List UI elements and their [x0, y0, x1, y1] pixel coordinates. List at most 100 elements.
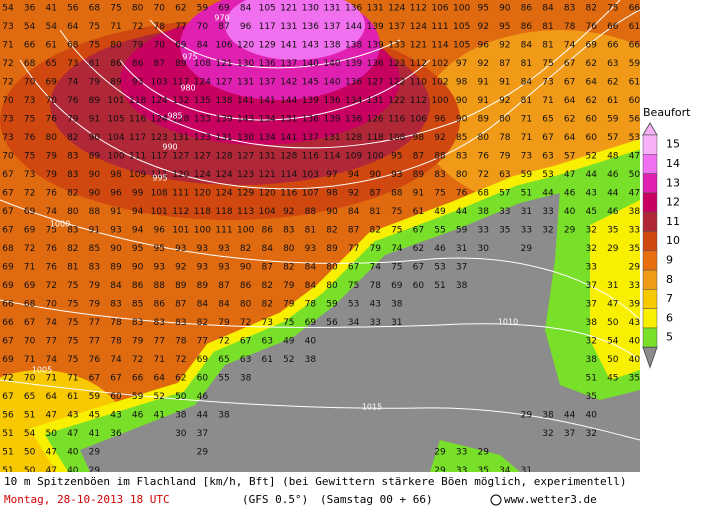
gust-value: 67	[2, 189, 13, 199]
gust-value: 123	[237, 170, 254, 180]
gust-value: 61	[261, 355, 272, 365]
gust-value: 47	[67, 429, 78, 439]
gust-value: 51	[2, 448, 13, 458]
gust-value: 122	[388, 96, 405, 106]
gust-value: 53	[629, 133, 640, 143]
gust-value: 101	[151, 207, 168, 217]
gust-value: 46	[564, 189, 576, 199]
gust-value: 130	[237, 133, 254, 143]
gust-value: 61	[629, 22, 640, 32]
gust-value: 92	[175, 263, 186, 273]
gust-value: 82	[261, 281, 272, 291]
legend-level: 13	[666, 176, 680, 189]
legend-swatch	[642, 308, 658, 329]
gust-value: 126	[367, 115, 384, 125]
gust-value: 67	[348, 263, 359, 273]
gust-value: 139	[323, 115, 340, 125]
gust-value: 80	[110, 41, 122, 51]
gust-value: 79	[45, 170, 57, 180]
gust-value: 144	[345, 22, 362, 32]
gust-value: 90	[456, 115, 468, 125]
gust-value: 145	[302, 78, 319, 88]
gust-value: 141	[259, 96, 276, 106]
gust-value: 108	[151, 189, 168, 199]
gust-value: 87	[153, 59, 164, 69]
gust-value: 93	[391, 170, 402, 180]
gust-value: 106	[431, 4, 448, 14]
gust-value: 76	[477, 152, 489, 162]
gust-value: 112	[410, 4, 427, 14]
gust-value: 75	[24, 152, 35, 162]
gust-value: 95	[153, 244, 164, 254]
gust-value: 73	[24, 170, 35, 180]
legend-swatch	[642, 134, 658, 155]
gust-value: 76	[45, 189, 57, 199]
gust-value: 29	[564, 226, 576, 236]
gust-value: 83	[67, 152, 78, 162]
gust-value: 91	[477, 78, 488, 88]
gust-value: 136	[302, 22, 319, 32]
gust-value: 40	[564, 207, 576, 217]
gust-value: 93	[153, 263, 164, 273]
gust-value: 46	[607, 170, 619, 180]
gust-value: 29	[89, 448, 101, 458]
gust-value: 84	[305, 281, 317, 291]
gust-value: 76	[45, 244, 57, 254]
gust-value: 70	[24, 337, 36, 347]
gust-value: 79	[283, 300, 295, 310]
gust-value: 29	[197, 448, 209, 458]
gust-value: 80	[456, 170, 468, 180]
gust-value: 82	[283, 263, 294, 273]
gust-value: 75	[283, 318, 294, 328]
gust-value: 76	[24, 133, 36, 143]
legend-level: 11	[666, 215, 680, 228]
gust-value: 71	[67, 374, 78, 384]
gust-value: 124	[410, 22, 427, 32]
gust-value: 68	[67, 41, 79, 51]
gust-value: 71	[2, 41, 13, 51]
gust-value: 62	[175, 374, 186, 384]
gust-value: 47	[629, 189, 640, 199]
gust-value: 111	[431, 22, 448, 32]
gust-value: 116	[129, 115, 146, 125]
gust-value: 79	[369, 244, 381, 254]
gust-value: 75	[67, 337, 78, 347]
gust-value: 124	[151, 96, 168, 106]
gust-value: 127	[172, 152, 189, 162]
legend-title: Beaufort	[643, 106, 691, 119]
legend-swatch	[642, 269, 658, 290]
gust-value: 71	[521, 133, 532, 143]
gust-value: 81	[521, 96, 532, 106]
gust-value: 31	[391, 318, 402, 328]
gust-value: 98	[456, 78, 468, 88]
gust-value: 96	[110, 189, 122, 199]
gust-value: 134	[345, 96, 362, 106]
gust-value: 112	[410, 96, 427, 106]
gust-value: 114	[431, 41, 448, 51]
gust-value: 62	[585, 59, 596, 69]
gust-value: 56	[2, 411, 14, 421]
gust-value: 77	[153, 337, 164, 347]
gust-value: 37	[585, 300, 596, 310]
gust-value: 89	[89, 152, 101, 162]
gust-value: 59	[521, 170, 533, 180]
gust-value: 84	[521, 78, 533, 88]
gust-value: 62	[413, 244, 424, 254]
gust-value: 90	[89, 170, 101, 180]
gust-value: 62	[564, 115, 575, 125]
land	[80, 170, 640, 472]
legend-level: 8	[666, 273, 673, 286]
gust-value: 72	[24, 244, 35, 254]
gust-value: 43	[110, 411, 121, 421]
gust-value: 89	[110, 263, 122, 273]
gust-value: 128	[215, 152, 232, 162]
gust-value: 64	[45, 392, 57, 402]
gust-value: 70	[153, 41, 165, 51]
gust-value: 84	[218, 300, 230, 310]
gust-value: 95	[477, 4, 488, 14]
gust-value: 86	[132, 59, 144, 69]
gust-value: 140	[323, 78, 340, 88]
gust-value: 88	[391, 189, 403, 199]
gust-value: 136	[345, 115, 362, 125]
gust-value: 74	[391, 244, 403, 254]
